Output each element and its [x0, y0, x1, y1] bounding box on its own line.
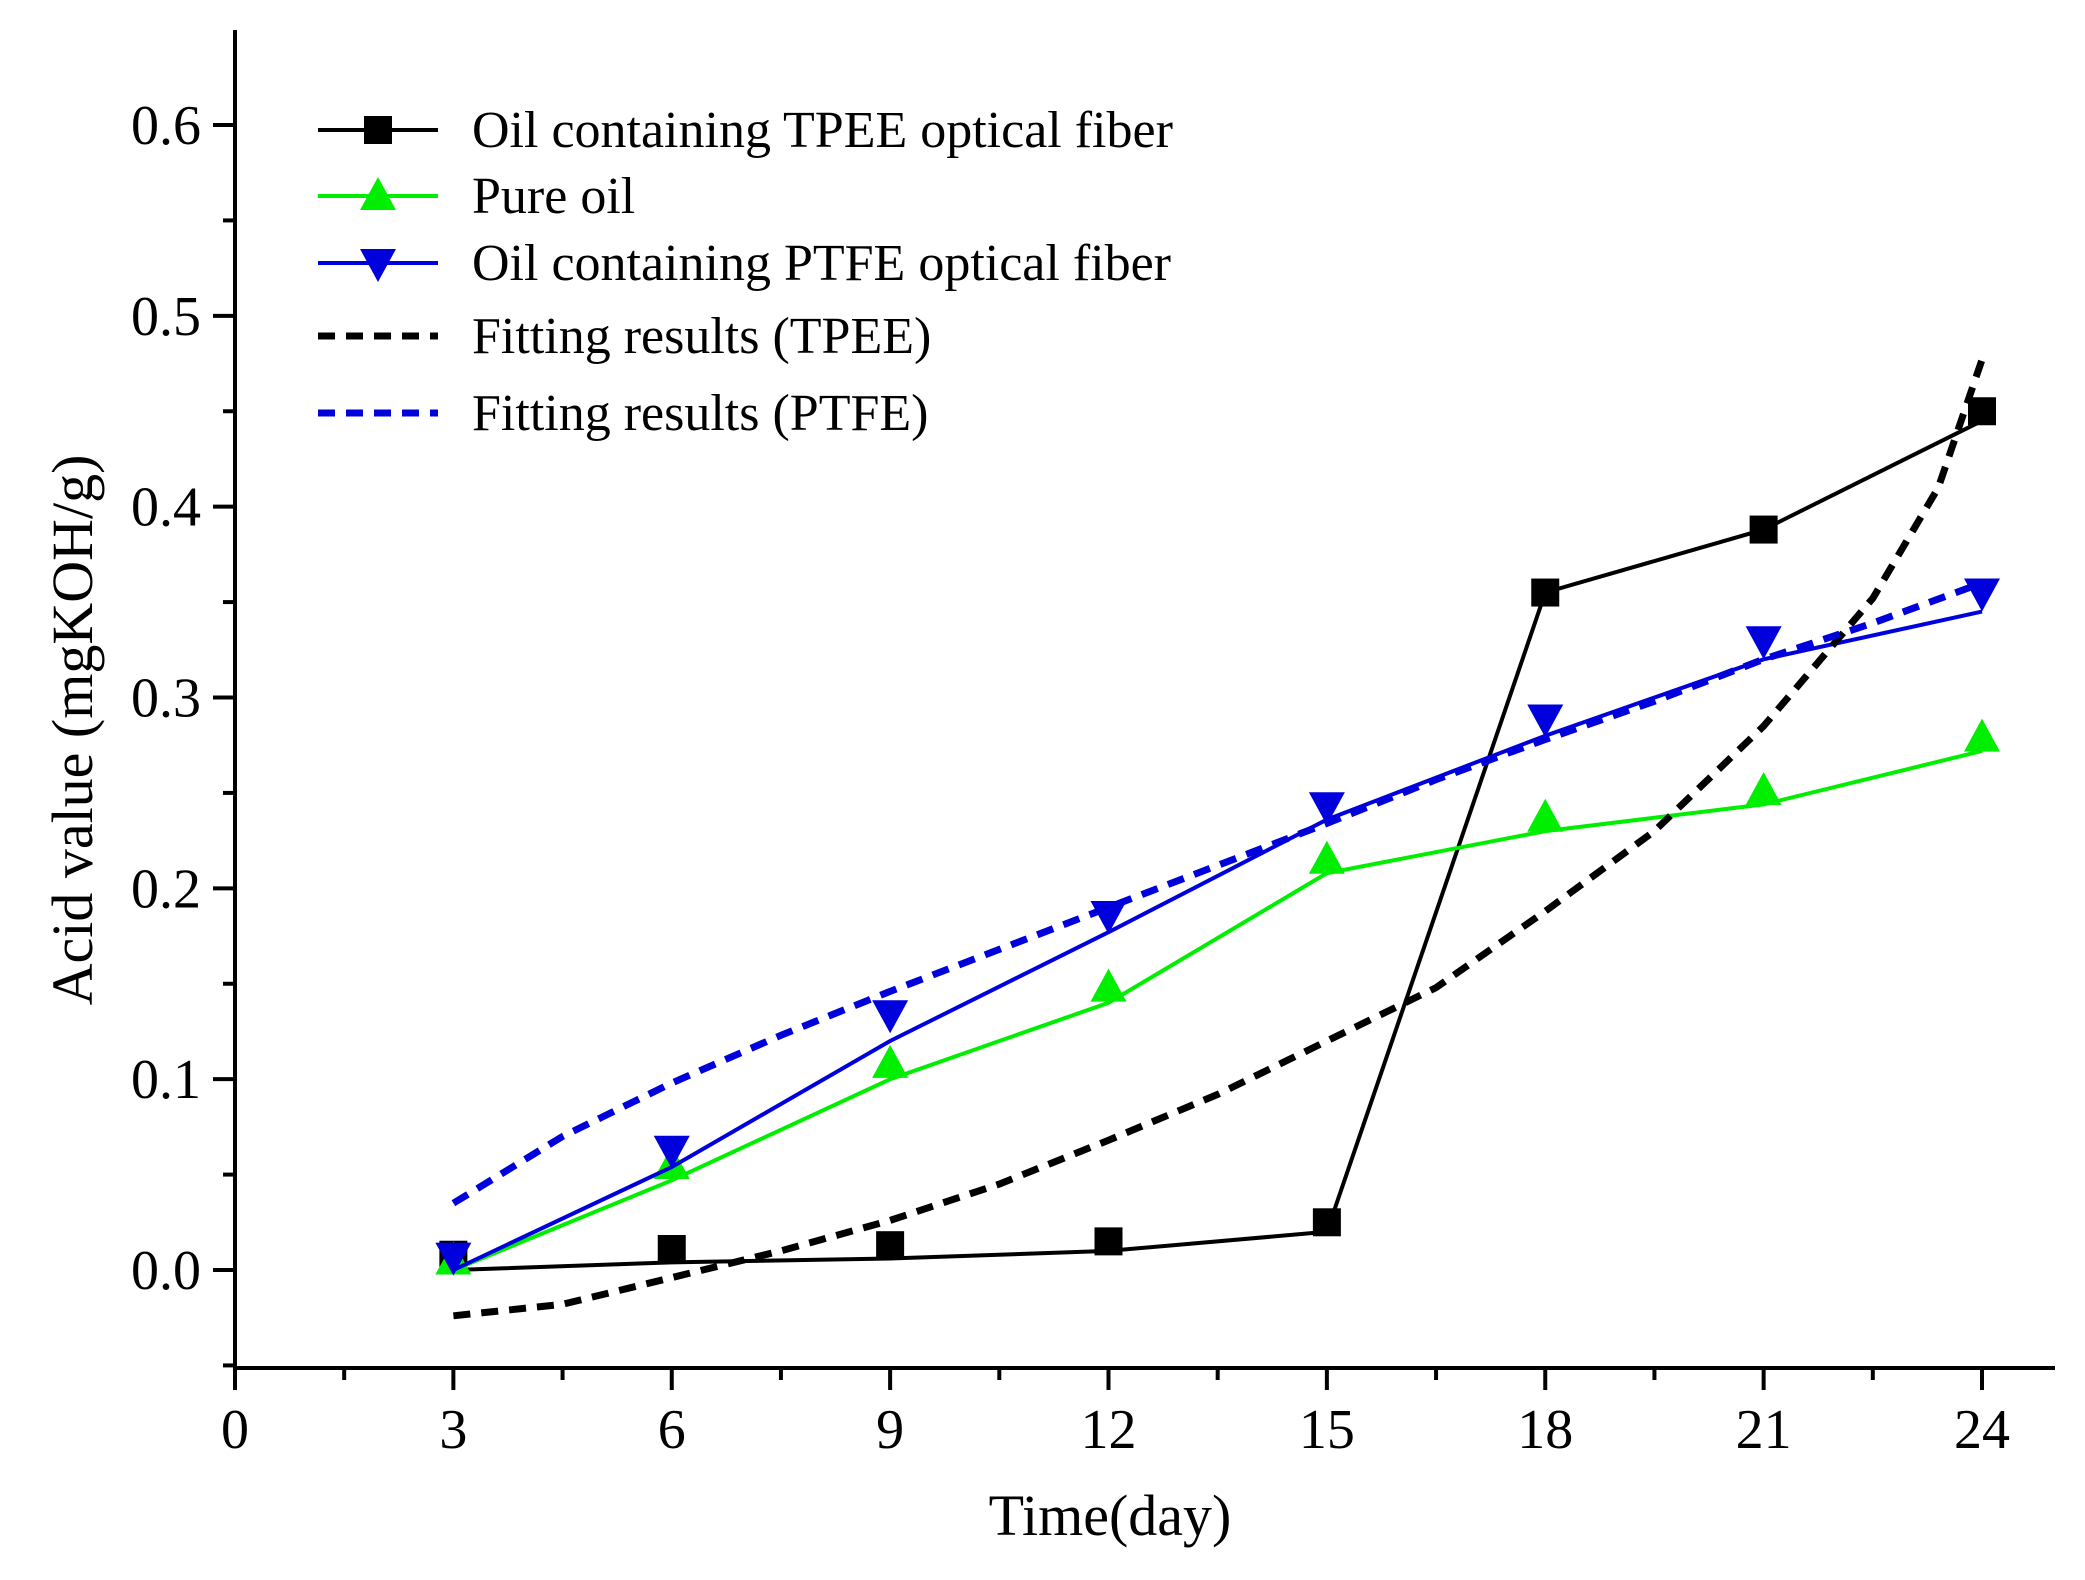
plot-area — [435, 358, 2000, 1320]
legend-label: Fitting results (TPEE) — [472, 308, 931, 365]
data-point — [1968, 397, 1996, 426]
x-tick-label: 21 — [1736, 1399, 1792, 1461]
data-point — [1749, 515, 1778, 544]
y-tick-label: 0.4 — [131, 477, 201, 539]
data-point — [1090, 968, 1127, 1002]
legend-entry-1: Pure oil — [318, 168, 635, 225]
legend-entry-0: Oil containing TPEE optical fiber — [318, 102, 1173, 159]
x-tick-label: 12 — [1081, 1399, 1137, 1461]
data-point — [1531, 578, 1560, 607]
legend-label: Pure oil — [472, 168, 635, 225]
legend-marker — [364, 116, 392, 144]
data-point — [1308, 792, 1345, 826]
data-point — [1527, 798, 1564, 832]
data-point — [1308, 840, 1345, 874]
data-point — [653, 1135, 690, 1169]
y-tick-label: 0.2 — [131, 858, 201, 920]
data-point — [1745, 626, 1782, 660]
data-point — [872, 1044, 909, 1078]
x-tick-label: 3 — [439, 1399, 467, 1461]
fit-curve-line — [451, 579, 1984, 1207]
y-tick-label: 0.5 — [131, 286, 201, 348]
legend-entry-2: Oil containing PTFE optical fiber — [318, 235, 1171, 292]
x-tick-label: 9 — [876, 1399, 904, 1461]
legend-entry-4: Fitting results (PTFE) — [318, 385, 928, 442]
legend-marker — [360, 177, 396, 210]
x-tick-label: 0 — [221, 1399, 249, 1461]
series-line — [452, 748, 1983, 1272]
legend-label: Oil containing TPEE optical fiber — [472, 102, 1173, 159]
legend-marker — [360, 249, 396, 282]
data-point — [1745, 772, 1782, 806]
x-tick-label: 18 — [1517, 1399, 1573, 1461]
data-point — [1964, 718, 2000, 752]
data-point — [435, 1242, 472, 1276]
data-point — [1312, 1208, 1341, 1237]
y-tick-label: 0.3 — [131, 668, 201, 730]
data-point — [876, 1231, 905, 1260]
legend-label: Fitting results (PTFE) — [472, 385, 928, 442]
series-1 — [435, 718, 2000, 1275]
y-tick-label: 0.1 — [131, 1049, 201, 1111]
data-point — [657, 1235, 686, 1264]
x-axis-title: Time(day) — [989, 1483, 1232, 1548]
data-point — [1094, 1227, 1123, 1256]
legend: Oil containing TPEE optical fiber Pure oi… — [318, 102, 1173, 442]
x-tick-label: 15 — [1299, 1399, 1355, 1461]
y-tick-label: 0.0 — [131, 1240, 201, 1302]
x-tick-label: 24 — [1954, 1399, 2010, 1461]
x-tick-label: 6 — [658, 1399, 686, 1461]
series-4 — [451, 579, 1984, 1207]
series-3 — [453, 358, 1986, 1320]
fit-curve-line — [453, 358, 1986, 1320]
series-line — [453, 419, 1983, 1272]
data-point — [1964, 578, 2000, 612]
legend-entry-3: Fitting results (TPEE) — [318, 308, 931, 365]
y-axis-title: Acid value (mgKOH/g) — [40, 455, 105, 1006]
data-point — [1527, 704, 1564, 738]
y-tick-label: 0.6 — [131, 95, 201, 157]
data-point — [872, 1000, 909, 1034]
legend-label: Oil containing PTFE optical fiber — [472, 235, 1171, 292]
axes: 0.0 0.1 0.2 0.3 0.4 0.5 0.6 0 3 6 9 12 15 18 21 24 — [131, 30, 2055, 1461]
